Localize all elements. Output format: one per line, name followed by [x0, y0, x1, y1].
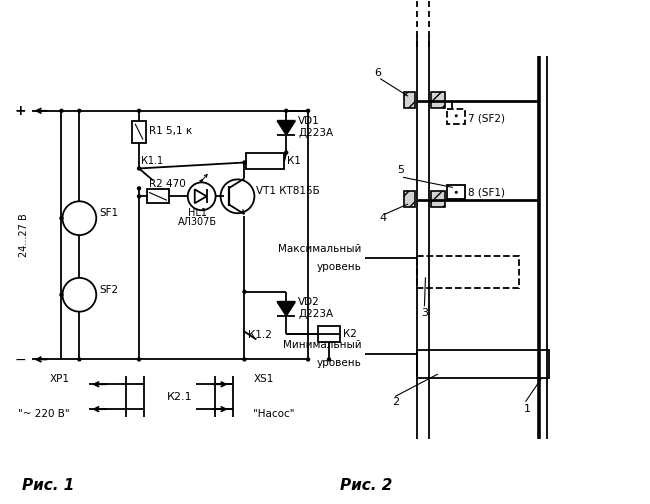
Text: "~ 220 В": "~ 220 В"	[18, 409, 70, 419]
Text: К1.1: К1.1	[141, 156, 163, 165]
Text: −: −	[14, 352, 25, 366]
Text: SF2: SF2	[99, 285, 118, 295]
Text: 2: 2	[392, 397, 398, 407]
Text: К2: К2	[343, 329, 357, 339]
Circle shape	[77, 357, 81, 361]
Text: Рис. 1: Рис. 1	[21, 478, 74, 493]
Circle shape	[242, 290, 246, 294]
Polygon shape	[278, 302, 295, 316]
Circle shape	[284, 150, 289, 155]
Text: уровень: уровень	[317, 358, 362, 368]
Circle shape	[188, 182, 216, 210]
Circle shape	[137, 166, 141, 171]
Bar	[447, 109, 465, 123]
Text: 8 (SF1): 8 (SF1)	[468, 187, 505, 198]
Circle shape	[59, 293, 64, 297]
Text: АЛ307Б: АЛ307Б	[178, 217, 217, 227]
Circle shape	[306, 108, 310, 113]
Circle shape	[77, 108, 81, 113]
Text: 1: 1	[524, 404, 531, 414]
Circle shape	[62, 278, 96, 311]
Bar	[318, 326, 340, 343]
Circle shape	[137, 108, 141, 113]
Text: SF1: SF1	[99, 208, 118, 218]
Bar	[447, 185, 465, 199]
Text: ХS1: ХS1	[254, 374, 274, 384]
Text: Минимальный: Минимальный	[283, 341, 362, 350]
Bar	[147, 190, 169, 203]
Circle shape	[137, 186, 141, 191]
Text: R1 5,1 к: R1 5,1 к	[149, 125, 192, 136]
Text: 5: 5	[398, 165, 404, 175]
Circle shape	[137, 194, 141, 199]
Circle shape	[220, 179, 254, 213]
Circle shape	[455, 191, 458, 194]
Circle shape	[137, 357, 141, 361]
Text: К1.2: К1.2	[248, 330, 272, 340]
Text: Д223А: Д223А	[298, 128, 333, 138]
Circle shape	[327, 357, 331, 361]
Text: 7 (SF2): 7 (SF2)	[468, 114, 505, 124]
Circle shape	[242, 357, 246, 361]
Bar	[404, 92, 415, 108]
Text: "Насос": "Насос"	[254, 409, 295, 419]
Circle shape	[59, 108, 64, 113]
Text: HL1: HL1	[188, 208, 207, 218]
Text: Д223А: Д223А	[298, 308, 333, 319]
Circle shape	[59, 216, 64, 220]
Text: VT1 КТ815Б: VT1 КТ815Б	[256, 186, 320, 197]
Circle shape	[284, 108, 289, 113]
Circle shape	[62, 201, 96, 235]
Text: К1: К1	[287, 156, 301, 166]
Bar	[246, 153, 284, 169]
Bar	[132, 121, 146, 143]
Text: Максимальный: Максимальный	[278, 244, 362, 254]
Text: 24...27 В: 24...27 В	[19, 213, 29, 257]
Circle shape	[455, 114, 458, 117]
Text: 3: 3	[421, 307, 428, 318]
Circle shape	[306, 357, 310, 361]
Polygon shape	[278, 121, 295, 135]
Bar	[432, 92, 445, 108]
Text: VD1: VD1	[298, 116, 320, 125]
Bar	[432, 192, 445, 207]
Text: VD2: VD2	[298, 297, 320, 307]
Text: К2.1: К2.1	[166, 392, 192, 402]
Bar	[404, 192, 415, 207]
Text: 4: 4	[380, 213, 387, 223]
Text: R2 470: R2 470	[149, 179, 186, 190]
Circle shape	[242, 160, 246, 165]
Text: 6: 6	[374, 68, 382, 78]
Bar	[417, 256, 519, 288]
Bar	[417, 350, 549, 379]
Text: уровень: уровень	[317, 262, 362, 272]
Text: +: +	[14, 104, 25, 118]
Text: ХР1: ХР1	[49, 374, 70, 384]
Text: Рис. 2: Рис. 2	[340, 478, 393, 493]
